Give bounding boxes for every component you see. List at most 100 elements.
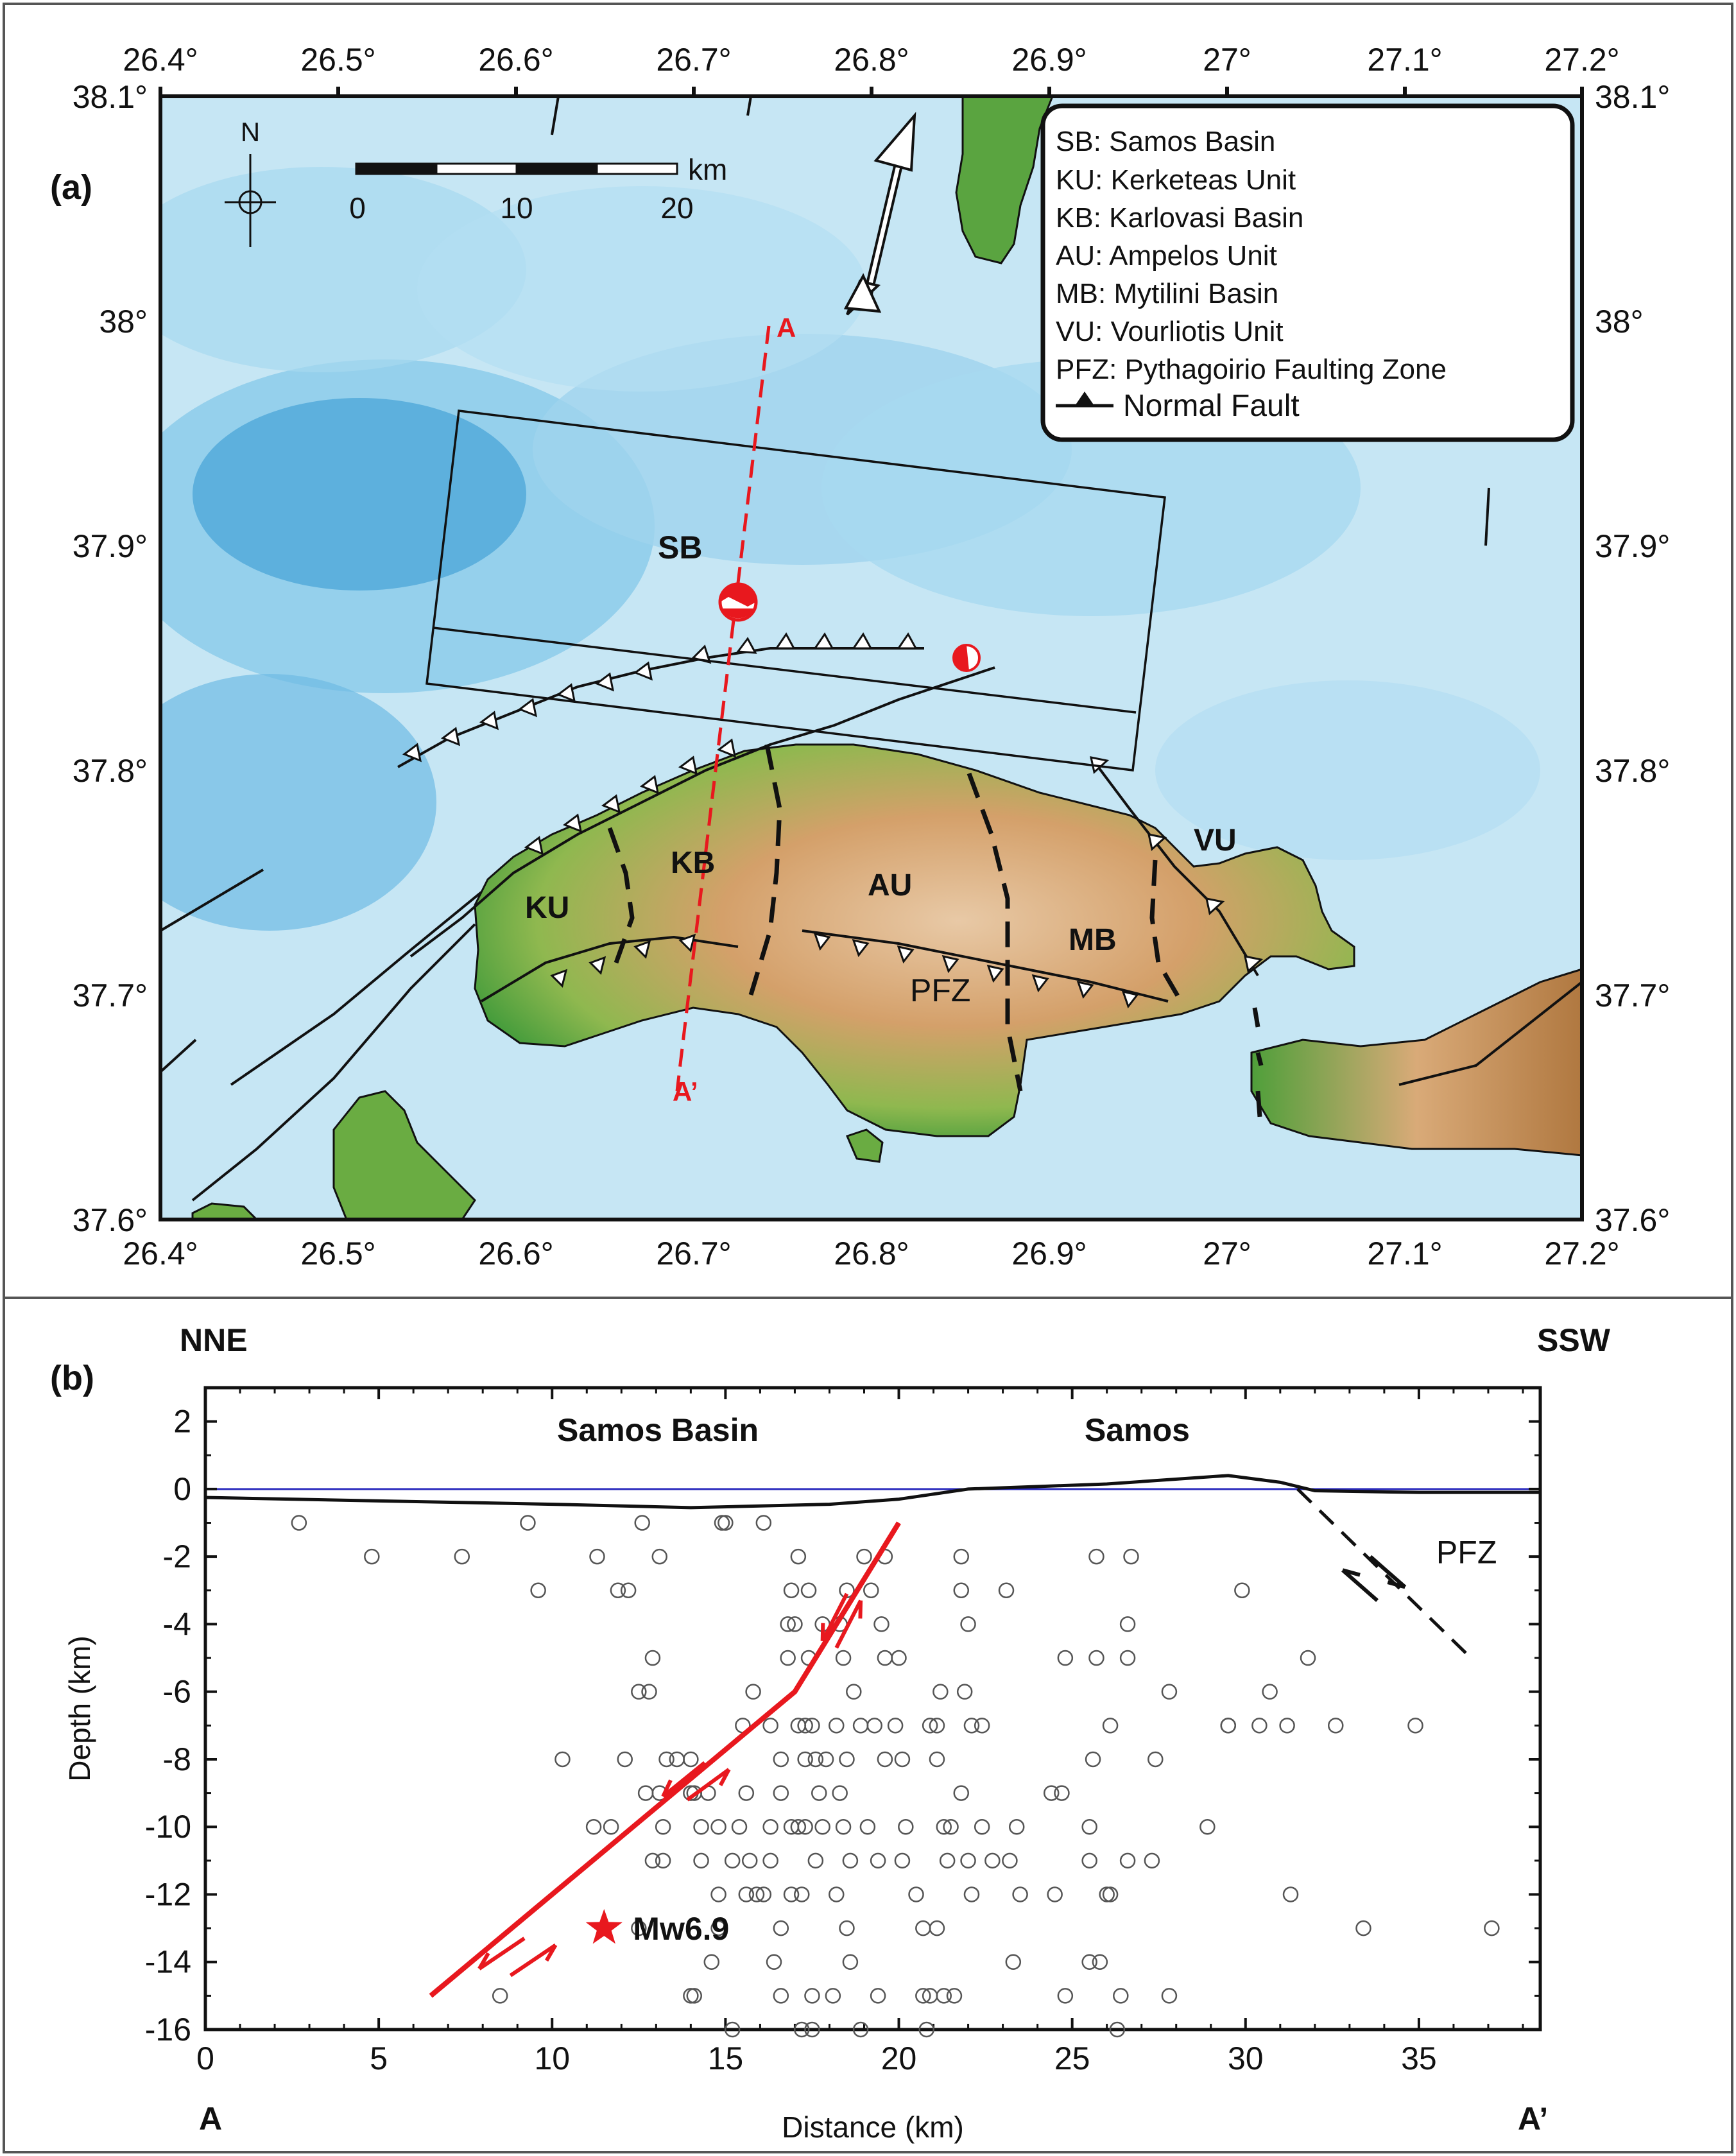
aftershock-point [741,1852,758,1869]
aftershock-point [1054,1785,1070,1801]
aftershock-point [783,1582,800,1599]
topography-line [205,1474,1540,1510]
lon-tick-top: 26.9° [1011,42,1087,78]
region-left: Samos Basin [557,1412,759,1448]
profile-line-a-a-prime [675,325,771,1092]
aftershock-point [1220,1718,1237,1734]
slip-arrow [509,1943,557,1978]
aftershock-point [634,1515,650,1531]
section-faults [429,1488,1472,1998]
aftershock-point [932,1684,949,1700]
lat-tick-right: 37.9° [1595,528,1670,564]
outer-frame [3,3,1733,2153]
aftershock-point [291,1515,307,1531]
aftershock-point [953,1548,970,1565]
direction-left: NNE [180,1322,248,1358]
slip-arrow [820,1592,849,1643]
legend-normal-fault-symbol [1056,392,1113,408]
lat-tick-left: 37.9° [73,528,148,564]
aftershock-point [804,1988,820,2004]
aftershock-point [807,1852,824,1869]
aftershock-point [908,1886,924,1902]
aftershock-point [1081,1852,1097,1869]
aftershock-point [859,1818,876,1835]
aftershock-point [797,1718,813,1734]
aftershock-point [364,1548,380,1565]
aftershock-point [655,1852,671,1869]
aftershock-point [1102,1886,1119,1902]
scale-label-0: 0 [349,191,366,225]
aftershock-point [714,1515,730,1531]
aftershock-point [1043,1785,1060,1801]
aftershock-point [610,1582,626,1599]
scale-bar [355,162,678,175]
aftershock-point [637,1785,654,1801]
aftershock-point [617,1751,633,1768]
fault-plane-projection [425,410,1166,772]
x-tick-label: 5 [370,2040,388,2076]
aftershock-point [1081,1954,1097,1970]
aftershock-point [863,1582,879,1599]
lon-tick-top: 26.7° [656,42,731,78]
aftershock-point [1092,1954,1108,1970]
aftershock-point [953,1582,970,1599]
aftershock-point [829,1886,845,1902]
aftershock-point [1300,1650,1316,1666]
lon-tick-top: 26.5° [300,42,375,78]
x-ticks: 0 5 10 15 20 25 30 35 [196,1388,1524,2076]
label-kb: KB [671,846,715,880]
faults [160,96,1582,1202]
profile-label-a: A [777,313,796,343]
aftershock-point [766,1954,782,1970]
aftershock-point [731,1818,748,1835]
aftershock-point [755,1515,772,1531]
y-tick-label: -16 [145,2012,191,2048]
aftershock-point [1119,1616,1136,1632]
aftershock-point [693,1818,709,1835]
aftershock-point [877,1751,893,1768]
label-au: AU [868,868,912,902]
aftershocks [291,1515,1500,2038]
lat-tick-left: 38.1° [73,79,148,115]
aftershock-point [915,1920,931,1936]
aftershock-point [658,1751,675,1768]
aftershock-point [773,1751,789,1768]
aftershock-point [936,1988,952,2004]
legend-item: VU: Vourliotis Unit [1056,316,1284,347]
y-tick-label: 0 [173,1471,191,1507]
aftershock-point [1161,1988,1178,2004]
map-frame-ticks [159,87,1584,96]
plot-frame [203,1386,1542,2031]
aftershock-point [718,1515,734,1531]
aftershock-point [641,1684,657,1700]
deep-sea-patch [417,186,866,392]
x-tick-label: 35 [1401,2040,1437,2076]
aftershock-point [800,1582,817,1599]
lon-tick-bottom: 26.8° [834,1236,909,1272]
aftershock-point [842,1954,859,1970]
aftershock-point [1002,1852,1018,1869]
aftershock-point [856,1548,872,1565]
lat-tick-left: 37.8° [73,753,148,789]
y-tick-label: -2 [163,1539,191,1574]
aftershock-point [773,1785,789,1801]
aftershock-point [1407,1718,1423,1734]
legend-item: PFZ: Pythagoirio Faulting Zone [1056,354,1447,385]
aftershock-point [946,1988,963,2004]
slip-arrow-head [544,1944,558,1962]
aftershock-point [454,1548,470,1565]
aftershock-point [773,1920,789,1936]
aftershock-point [530,1582,546,1599]
aftershock-point [655,1818,671,1835]
aftershock-point [842,1852,859,1869]
aftershock-point [829,1718,845,1734]
slip-arrow-head [858,1600,863,1619]
aftershock-point [839,1751,855,1768]
mainshock-beachball [718,582,758,622]
aftershock-point [620,1582,637,1599]
aftershock-point [790,1548,807,1565]
aftershock-point [936,1818,952,1835]
aftershock-point [984,1852,1001,1869]
lat-tick-left: 37.6° [73,1202,148,1238]
lat-tick-right: 38° [1595,304,1644,340]
